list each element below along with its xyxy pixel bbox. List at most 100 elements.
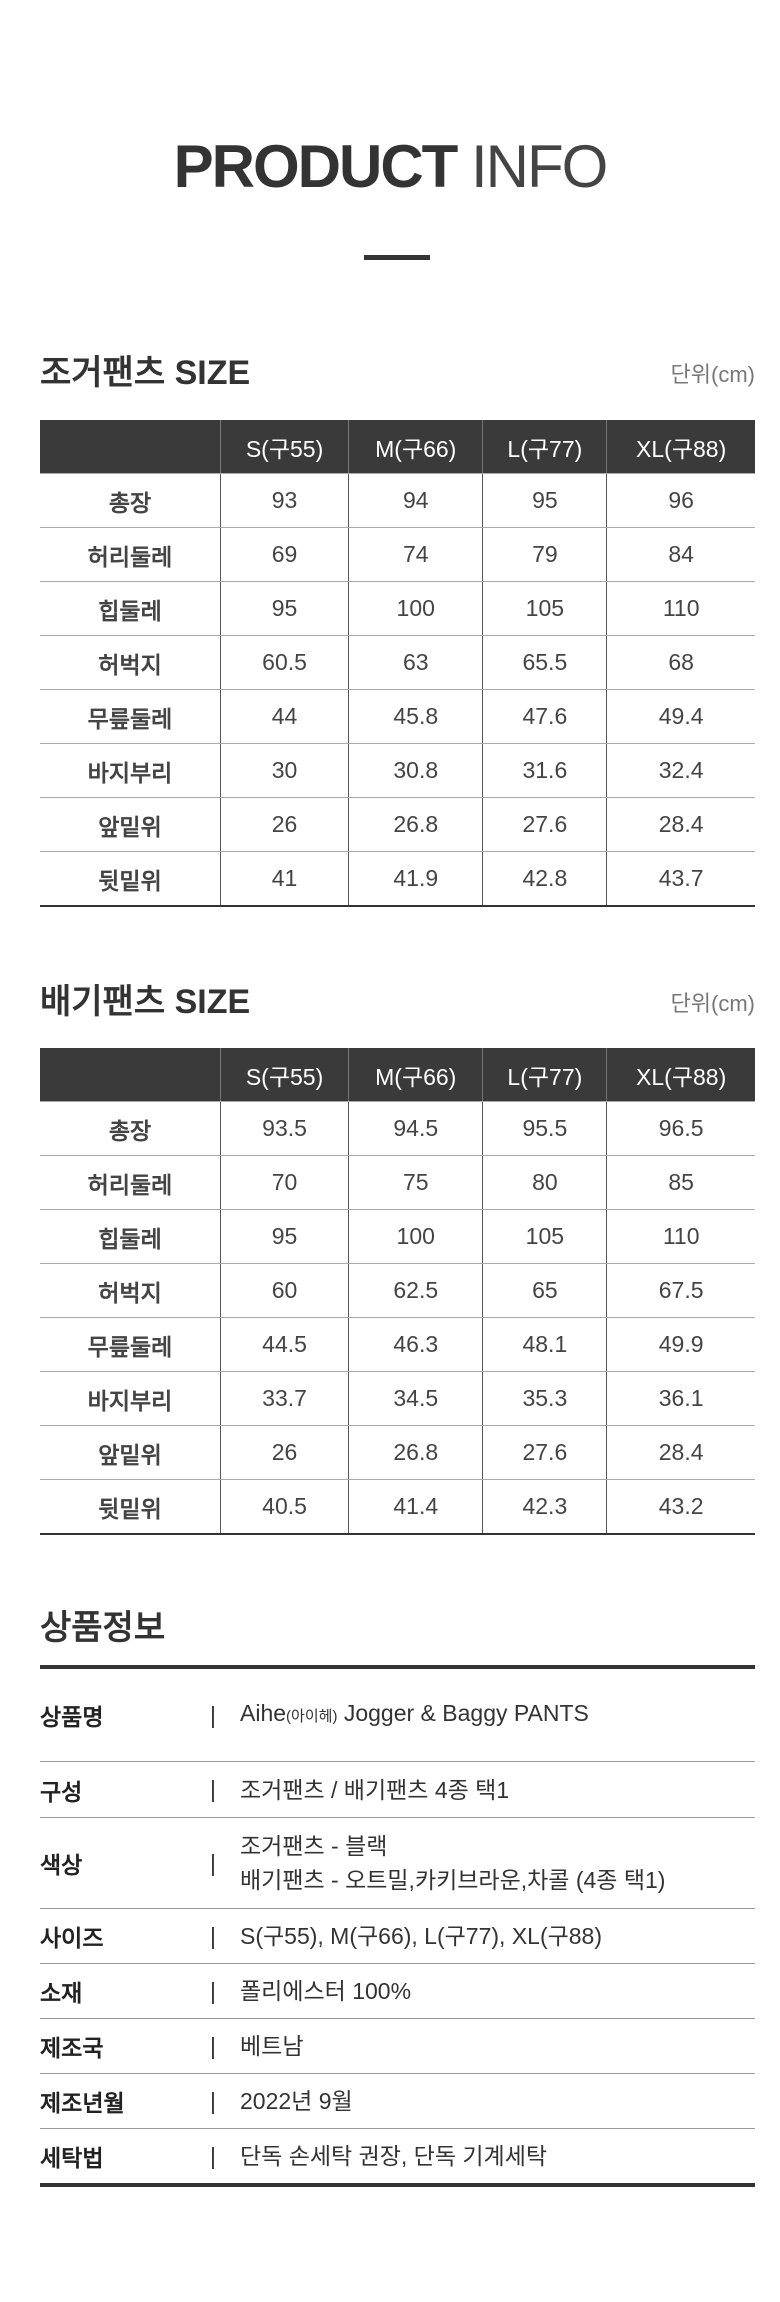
info-label: 색상 [40,1852,83,1878]
info-table: 상품명 | Aihe(아이헤) Jogger & Baggy PANTS 구성 | 조거팬… [40,1665,755,2187]
cell: 74 [348,527,483,582]
column-header: S(구55) [219,1048,349,1102]
cell: 44.5 [219,1317,349,1372]
value-line: 배기팬츠 - 오트밀,카키브라운,차콜 (4종 택1) [240,1863,665,1897]
column-header: M(구66) [348,1048,483,1102]
table-row: 뒷밑위 41 41.9 42.8 43.7 [40,851,755,907]
row-label: 힙둘레 [40,581,221,636]
cell: 63 [348,635,483,690]
cell: 67.5 [606,1263,755,1318]
cell: 49.9 [606,1317,755,1372]
separator: | [210,1776,216,1802]
cell: 43.2 [606,1479,755,1535]
value-line: S(구55), M(구66), L(구77), XL(구88) [240,1919,602,1953]
table-row: 허벅지 60.5 63 65.5 68 [40,635,755,690]
cell: 26 [219,1425,349,1480]
cell: 105 [482,1209,607,1264]
column-header: L(구77) [482,420,607,474]
cell: 75 [348,1155,483,1210]
row-label: 바지부리 [40,1371,221,1426]
header-row: S(구55) M(구66) L(구77) XL(구88) [40,420,755,474]
table-row: 총장 93 94 95 96 [40,473,755,528]
info-label: 세탁법 [40,2145,104,2171]
cell: 48.1 [482,1317,607,1372]
size-table: S(구55) M(구66) L(구77) XL(구88) 총장 93.5 94.5 95.5 9… [40,1048,755,1535]
cell: 100 [348,581,483,636]
value-text: 배기팬츠 - 오트밀,카키브라운,차콜 (4종 택1) [240,1867,666,1893]
info-row: 소재 | 폴리에스터 100% [40,1964,755,2019]
cell: 41.4 [348,1479,483,1535]
cell: 36.1 [606,1371,755,1426]
info-row: 제조국 | 베트남 [40,2019,755,2074]
cell: 95 [482,473,607,528]
row-label: 앞밑위 [40,1425,221,1480]
cell: 34.5 [348,1371,483,1426]
cell: 44 [219,689,349,744]
cell: 105 [482,581,607,636]
table-row: 무릎둘레 44 45.8 47.6 49.4 [40,689,755,744]
value-text: S(구55), M(구66), L(구77), XL(구88) [240,1923,603,1949]
value-line: 조거팬츠 / 배기팬츠 4종 택1 [240,1773,509,1807]
info-label: 구성 [40,1778,83,1805]
info-value: 조거팬츠 / 배기팬츠 4종 택1 [240,1773,509,1807]
table-row: 힙둘레 95 100 105 110 [40,581,755,636]
row-label: 허벅지 [40,1263,221,1318]
cell: 94.5 [348,1101,483,1156]
title-light: INFO [471,133,608,200]
cell: 110 [606,1209,755,1264]
cell: 65 [482,1263,607,1318]
separator: | [210,1701,216,1728]
cell: 47.6 [482,689,607,744]
cell: 42.8 [482,851,607,907]
row-label: 무릎둘레 [40,1317,221,1372]
cell: 94 [348,473,483,528]
cell: 46.3 [348,1317,483,1372]
size-table: S(구55) M(구66) L(구77) XL(구88) 총장 93 94 95 96 허리둘레 6… [40,420,755,907]
title: PRODUCT INFO [0,132,780,201]
cell: 33.7 [219,1371,349,1426]
value-line: 단독 손세탁 권장, 단독 기계세탁 [240,2139,547,2173]
info-value: 폴리에스터 100% [240,1974,411,2008]
table-row: 허벅지 60 62.5 65 67.5 [40,1263,755,1318]
table-row: 허리둘레 70 75 80 85 [40,1155,755,1210]
cell: 41 [219,851,349,907]
row-label: 앞밑위 [40,797,221,852]
table-row: 뒷밑위 40.5 41.4 42.3 43.2 [40,1479,755,1535]
info-label: 제조년월 [40,2090,125,2116]
value-text: 폴리에스터 100% [240,1978,412,2004]
table-row: 허리둘레 69 74 79 84 [40,527,755,582]
info-value: 베트남 [240,2029,303,2063]
cell: 41.9 [348,851,483,907]
value-line: 2022년 9월 [240,2084,353,2118]
cell: 40.5 [219,1479,349,1535]
row-label: 뒷밑위 [40,851,221,907]
separator: | [210,2142,216,2169]
header-row: S(구55) M(구66) L(구77) XL(구88) [40,1048,755,1102]
cell: 27.6 [482,797,607,852]
section-heading: 조거팬츠 SIZE [40,354,251,392]
cell: 95.5 [482,1101,607,1156]
table-row: 무릎둘레 44.5 46.3 48.1 49.9 [40,1317,755,1372]
table-row: 힙둘레 95 100 105 110 [40,1209,755,1264]
row-label: 힙둘레 [40,1209,221,1264]
value-line: 조거팬츠 - 블랙 [240,1829,665,1863]
row-label: 허벅지 [40,635,221,690]
cell: 62.5 [348,1263,483,1318]
info-label: 제조국 [40,2035,104,2061]
info-row: 색상 | 조거팬츠 - 블랙 배기팬츠 - 오트밀,카키브라운,차콜 (4종 택1) [40,1818,755,1909]
column-header: S(구55) [219,420,349,474]
header-cell [40,420,221,474]
row-label: 총장 [40,473,221,528]
info-label: 사이즈 [40,1925,104,1951]
separator: | [210,1977,216,2004]
section-heading: 배기팬츠 SIZE [40,983,251,1021]
row-label: 바지부리 [40,743,221,798]
cell: 30 [219,743,349,798]
table-row: 바지부리 33.7 34.5 35.3 36.1 [40,1371,755,1426]
cell: 95 [219,1209,349,1264]
value-line: 베트남 [240,2029,303,2063]
info-row: 제조년월 | 2022년 9월 [40,2074,755,2129]
cell: 27.6 [482,1425,607,1480]
